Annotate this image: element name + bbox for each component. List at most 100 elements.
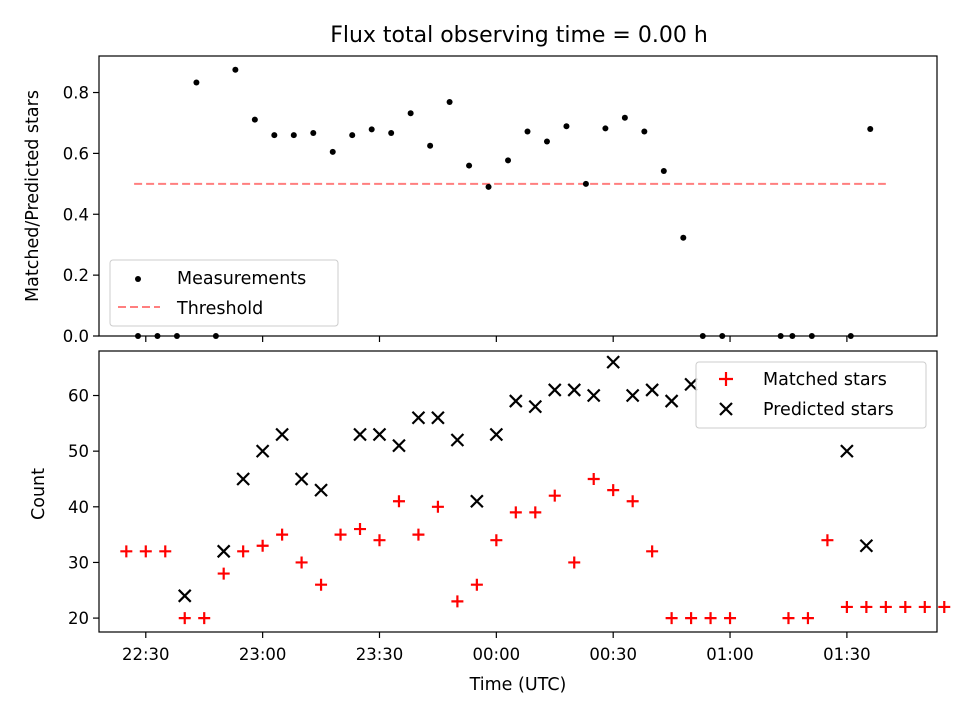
matched-star-point <box>860 600 873 613</box>
matched-star-point <box>801 612 814 625</box>
measurement-point <box>329 148 336 155</box>
top-legend: Measurements Threshold <box>109 259 339 327</box>
top-axes-frame <box>98 55 938 337</box>
predicted-star-point <box>314 483 328 497</box>
measurement-point <box>212 333 219 339</box>
legend-predicted-label: Predicted stars <box>763 400 894 420</box>
measurement-point <box>271 132 278 139</box>
predicted-star-point <box>489 427 504 442</box>
measurement-point <box>621 114 628 121</box>
top-y-axis-label: Matched/Predicted stars <box>23 90 43 302</box>
matched-star-point <box>470 578 483 591</box>
measurement-point <box>563 123 570 130</box>
matched-star-point <box>373 534 386 547</box>
measurement-point <box>290 132 297 139</box>
matched-star-point <box>782 612 795 625</box>
predicted-star-point <box>294 472 309 486</box>
predicted-star-point <box>625 388 640 403</box>
matched-star-point <box>587 472 600 485</box>
predicted-star-point <box>528 399 543 414</box>
measurement-point <box>135 333 141 339</box>
measurement-point <box>641 128 648 135</box>
matched-star-point <box>899 600 912 613</box>
matched-star-point <box>451 595 464 608</box>
predicted-star-point <box>509 394 523 408</box>
measurement-point <box>154 333 161 339</box>
bottom-x-tick-label: 00:00 <box>473 645 521 664</box>
measurement-point <box>582 180 589 187</box>
predicted-star-point <box>450 433 465 447</box>
measurement-point <box>789 333 796 339</box>
bottom-axes-frame <box>98 350 938 633</box>
measurement-point <box>505 157 512 164</box>
matched-star-point <box>412 528 425 541</box>
measurement-point <box>349 132 356 139</box>
legend-matched-label: Matched stars <box>763 370 887 390</box>
matched-star-point <box>840 600 853 613</box>
predicted-star-point <box>236 472 250 486</box>
bottom-legend-box <box>695 361 927 429</box>
bottom-x-tick-label: 01:00 <box>706 645 754 664</box>
matched-star-point <box>198 612 211 625</box>
predicted-star-point <box>431 410 445 425</box>
predicted-star-point <box>567 383 582 397</box>
measurement-point <box>699 333 706 339</box>
legend-predicted-marker <box>719 402 733 416</box>
matched-star-point <box>256 539 269 552</box>
legend-measurements-marker <box>135 276 141 282</box>
bottom-y-tick-label: 40 <box>68 498 89 517</box>
measurement-point <box>867 126 874 133</box>
predicted-star-point <box>392 438 406 453</box>
matched-star-point <box>334 528 347 541</box>
top-y-tick-label: 0.8 <box>63 84 89 103</box>
matched-star-point <box>646 545 659 558</box>
top-y-tick-label: 0.4 <box>63 205 89 224</box>
measurement-point <box>193 79 200 86</box>
top-legend-box <box>109 259 339 327</box>
predicted-star-point <box>664 394 679 408</box>
predicted-star-point <box>275 427 289 442</box>
x-axis-label: Time (UTC) <box>469 675 567 695</box>
measurement-point <box>680 234 687 241</box>
matched-star-point <box>392 495 405 508</box>
predicted-star-point <box>586 388 601 403</box>
matched-star-point <box>490 534 503 547</box>
predicted-star-point <box>684 377 698 392</box>
measurement-point <box>777 333 784 339</box>
top-y-tick-label: 0.0 <box>63 327 89 346</box>
top-y-ticks: 0.0 0.2 0.4 0.6 0.8 <box>63 84 99 346</box>
matched-star-point <box>159 545 172 558</box>
matched-star-point <box>178 612 191 625</box>
matched-star-point <box>529 506 542 519</box>
bottom-y-axis-label: Count <box>29 468 49 520</box>
matched-star-point <box>665 612 678 625</box>
matched-star-point <box>295 556 308 569</box>
measurement-point <box>466 162 473 169</box>
measurement-point <box>251 116 258 123</box>
measurement-point <box>602 125 609 132</box>
bottom-x-tick-label: 00:30 <box>589 645 637 664</box>
predicted-star-point <box>353 427 367 442</box>
measurement-point <box>427 142 434 149</box>
measurement-point <box>524 128 531 135</box>
matched-star-point <box>724 612 737 625</box>
bottom-y-ticks: 20 30 40 50 60 <box>68 387 99 628</box>
matched-star-point <box>431 500 444 513</box>
measurement-point <box>719 333 726 339</box>
matched-star-point <box>139 545 152 558</box>
matched-star-point <box>509 506 522 519</box>
bottom-x-tick-label: 22:30 <box>122 645 170 664</box>
top-axes: 0.00.20.40.60.8 Matched/Predicted stars … <box>23 55 938 346</box>
matched-star-point <box>821 534 834 547</box>
measurement-point <box>808 333 815 339</box>
bottom-y-tick-label: 20 <box>68 609 89 628</box>
measurement-points <box>135 66 874 339</box>
matched-star-point <box>938 600 951 613</box>
predicted-star-point <box>840 444 854 458</box>
bottom-y-tick-label: 30 <box>68 553 89 572</box>
predicted-star-point <box>372 427 387 442</box>
matched-star-point <box>918 600 931 613</box>
predicted-star-point <box>216 544 231 559</box>
predicted-star-point <box>470 494 484 509</box>
matched-star-point <box>568 556 581 569</box>
